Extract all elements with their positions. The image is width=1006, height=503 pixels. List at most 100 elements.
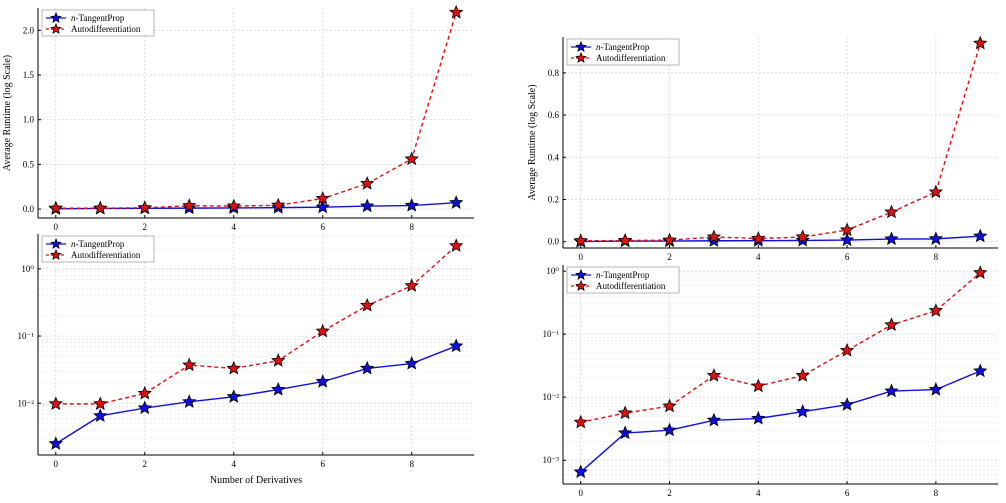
y-tick-label: 0.6 [548, 110, 560, 120]
data-point-star [449, 238, 464, 252]
data-point-star [884, 231, 899, 246]
data-point-star [795, 404, 810, 418]
data-point-star [315, 374, 330, 388]
data-point-star [404, 356, 419, 370]
grid [38, 8, 474, 218]
legend-star-icon [575, 40, 587, 52]
data-point-star [662, 398, 677, 413]
legend-star-icon [50, 22, 62, 34]
y-tick-label: 2.0 [23, 25, 35, 35]
legend-label: Autodifferentiation [596, 53, 666, 63]
data-point-star [360, 360, 375, 375]
panel-top-left: 0 2 4 6 8 0.0 0.5 1.0 1.5 2.0 Average Runtime (log… [2, 4, 474, 232]
data-point-star [226, 198, 241, 213]
data-point-star [93, 396, 108, 410]
y-tick-label: 10⁻² [543, 392, 560, 402]
data-point-star [182, 394, 197, 408]
legend-label: n-TangentProp [596, 42, 650, 52]
data-point-star [360, 198, 375, 213]
x-tick-label: 8 [409, 459, 414, 469]
x-tick-label: 2 [143, 459, 148, 469]
x-tick-label: 4 [756, 252, 761, 262]
x-tick-label: 4 [232, 222, 237, 232]
y-tick-label: 10⁻² [18, 398, 35, 408]
data-point-star [137, 385, 152, 400]
legend-star-icon [50, 237, 62, 249]
x-tick-label: 8 [934, 252, 939, 262]
data-point-star [928, 382, 944, 396]
legend-star-icon [575, 279, 587, 291]
y-axis-label: Average Runtime (log Scale) [2, 55, 13, 171]
data-point-star [928, 231, 944, 245]
x-axis-label: Number of Derivatives [210, 475, 302, 486]
y-tick-label: 0.5 [23, 159, 35, 169]
data-point-star [928, 303, 944, 317]
data-point-star [839, 342, 855, 357]
data-point-star [449, 4, 464, 19]
data-point-star [271, 353, 286, 367]
x-tick-label: 6 [845, 252, 850, 262]
data-point-star [884, 204, 899, 219]
series-line [55, 202, 457, 210]
y-tick-label: 1.5 [23, 70, 35, 80]
x-tick-label: 2 [667, 488, 672, 498]
data-point-star [315, 323, 330, 338]
data-point-star [706, 368, 722, 382]
series-line [55, 345, 457, 445]
data-point-star [839, 232, 855, 247]
data-point-star [93, 408, 108, 422]
data-point-star [573, 233, 588, 247]
data-point-star [795, 368, 810, 382]
data-point-star [48, 436, 63, 450]
data-point-star [973, 363, 988, 378]
grid [38, 234, 474, 455]
grid [563, 265, 998, 484]
data-point-star [973, 265, 988, 279]
data-point-star [93, 200, 108, 215]
x-tick-label: 0 [54, 459, 59, 469]
x-tick-label: 0 [54, 222, 59, 232]
data-point-star [315, 199, 330, 214]
legend-label: n-TangentProp [71, 13, 125, 23]
data-point-star [315, 190, 330, 205]
legend-box [41, 9, 155, 37]
legend-label: n-TangentProp [596, 270, 650, 280]
data-point-star [839, 397, 855, 411]
data-point-star [617, 405, 633, 420]
legend-label: Autodifferentiation [71, 24, 141, 34]
series-line [580, 235, 981, 243]
data-point-star [573, 464, 588, 479]
data-point-star [360, 176, 375, 190]
y-tick-label: 0.4 [548, 152, 560, 162]
legend-box [566, 266, 680, 294]
x-tick-label: 6 [845, 488, 850, 498]
data-point-star [795, 229, 810, 244]
data-point-star [617, 232, 633, 247]
panel-bottom-left: 0 2 4 6 8 10⁻² 10⁻¹ 10⁰ Number of Derivatives n-T… [18, 234, 474, 486]
data-point-star [973, 228, 988, 243]
legend-star-icon [575, 268, 587, 280]
data-point-star [884, 317, 899, 332]
legend-star-icon [50, 11, 62, 23]
x-tick-label: 8 [409, 222, 414, 232]
legend-label: n-TangentProp [71, 239, 125, 249]
data-point-star [973, 35, 988, 50]
data-point-star [360, 297, 375, 312]
data-point-star [573, 414, 588, 429]
y-tick-label: 1.0 [23, 115, 35, 125]
data-point-star [271, 382, 286, 396]
data-point-star [48, 200, 63, 215]
y-tick-label: 10⁻¹ [18, 331, 35, 341]
y-tick-label: 10⁰ [546, 266, 559, 276]
data-point-star [751, 410, 766, 425]
x-tick-label: 4 [756, 488, 761, 498]
x-tick-label: 8 [934, 488, 939, 498]
data-point-star [271, 197, 286, 212]
grid [563, 37, 998, 248]
series-line [55, 245, 457, 405]
x-tick-label: 0 [579, 252, 584, 262]
